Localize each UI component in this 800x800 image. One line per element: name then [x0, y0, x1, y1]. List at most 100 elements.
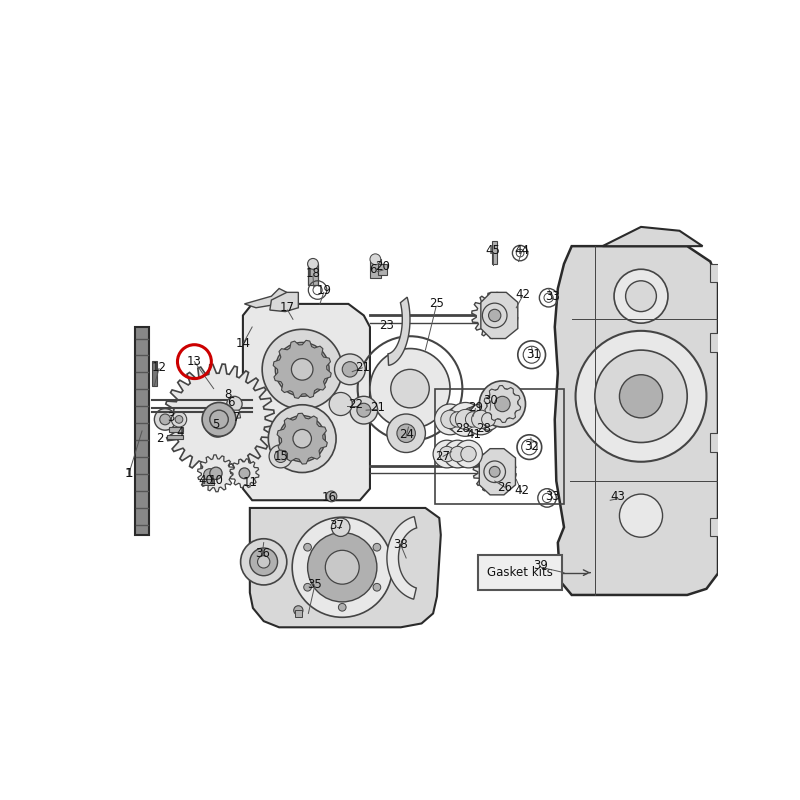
Polygon shape — [602, 227, 702, 246]
Circle shape — [210, 467, 222, 479]
Text: 6: 6 — [370, 262, 377, 276]
Text: 1: 1 — [125, 467, 133, 480]
Polygon shape — [479, 449, 515, 495]
Circle shape — [239, 468, 250, 478]
Bar — [492, 241, 497, 264]
Circle shape — [202, 402, 236, 436]
Text: 29: 29 — [468, 401, 483, 414]
Circle shape — [241, 538, 287, 585]
Circle shape — [338, 523, 346, 531]
Text: 25: 25 — [429, 298, 444, 310]
Circle shape — [488, 465, 502, 478]
Circle shape — [614, 270, 668, 323]
Circle shape — [466, 404, 496, 435]
Polygon shape — [277, 414, 327, 464]
Circle shape — [293, 430, 311, 448]
Circle shape — [370, 349, 450, 429]
Polygon shape — [270, 292, 298, 312]
Circle shape — [370, 254, 381, 265]
Polygon shape — [474, 450, 516, 494]
Circle shape — [461, 446, 476, 462]
Text: 42: 42 — [515, 288, 530, 301]
Circle shape — [326, 491, 337, 502]
Circle shape — [482, 303, 507, 328]
Circle shape — [160, 414, 170, 425]
Polygon shape — [230, 458, 259, 488]
Circle shape — [575, 331, 706, 462]
Text: 17: 17 — [280, 302, 295, 314]
Text: 19: 19 — [316, 284, 331, 298]
Text: 37: 37 — [330, 519, 344, 532]
Text: 32: 32 — [524, 440, 539, 453]
Circle shape — [390, 370, 430, 408]
Text: 43: 43 — [610, 490, 626, 503]
Circle shape — [154, 409, 176, 430]
Text: 13: 13 — [187, 355, 202, 368]
Circle shape — [304, 583, 311, 591]
Circle shape — [594, 350, 687, 442]
Text: 4: 4 — [177, 426, 184, 439]
Polygon shape — [245, 289, 287, 308]
Circle shape — [175, 415, 183, 423]
Text: 31: 31 — [526, 348, 541, 362]
Circle shape — [334, 354, 366, 385]
Text: 42: 42 — [514, 484, 529, 497]
Circle shape — [494, 396, 510, 412]
Circle shape — [171, 412, 186, 427]
Circle shape — [210, 410, 228, 429]
Polygon shape — [198, 455, 234, 492]
Text: 23: 23 — [379, 319, 394, 332]
Text: 36: 36 — [254, 547, 270, 560]
Text: 30: 30 — [483, 394, 498, 406]
Text: 15: 15 — [274, 450, 288, 463]
Circle shape — [350, 396, 378, 424]
Polygon shape — [484, 386, 521, 422]
Circle shape — [269, 445, 292, 468]
Circle shape — [258, 556, 270, 568]
Bar — [710, 434, 719, 452]
Text: 10: 10 — [209, 474, 223, 487]
Circle shape — [434, 404, 466, 435]
Bar — [370, 259, 381, 278]
Circle shape — [331, 518, 350, 537]
Circle shape — [478, 409, 499, 430]
Text: 18: 18 — [306, 266, 321, 280]
Bar — [169, 427, 183, 433]
Circle shape — [226, 396, 242, 412]
Circle shape — [304, 543, 311, 551]
Text: 16: 16 — [322, 491, 337, 505]
Circle shape — [446, 407, 470, 432]
Text: 7: 7 — [233, 411, 241, 424]
Text: 33: 33 — [545, 490, 560, 503]
Circle shape — [466, 412, 481, 427]
Text: 26: 26 — [498, 481, 512, 494]
Circle shape — [626, 281, 656, 312]
Circle shape — [461, 407, 486, 432]
Text: 8: 8 — [224, 388, 231, 402]
Text: 28: 28 — [455, 422, 470, 435]
Text: 27: 27 — [436, 450, 450, 463]
Text: 11: 11 — [243, 476, 258, 489]
Text: 21: 21 — [354, 361, 370, 374]
Polygon shape — [481, 292, 518, 338]
Circle shape — [455, 410, 475, 430]
Bar — [710, 333, 719, 352]
Polygon shape — [387, 517, 417, 599]
Circle shape — [338, 603, 346, 611]
Circle shape — [482, 413, 495, 426]
Polygon shape — [243, 304, 370, 500]
Text: 24: 24 — [398, 428, 414, 442]
Bar — [167, 435, 183, 439]
Circle shape — [326, 550, 359, 584]
Circle shape — [275, 342, 329, 396]
Circle shape — [204, 469, 216, 481]
Circle shape — [489, 310, 501, 322]
Text: 45: 45 — [486, 243, 501, 257]
Circle shape — [397, 424, 415, 442]
Circle shape — [294, 606, 303, 615]
Text: 6: 6 — [228, 396, 235, 409]
Text: 35: 35 — [307, 578, 322, 591]
Circle shape — [450, 446, 466, 462]
Text: 20: 20 — [376, 261, 390, 274]
Circle shape — [329, 393, 352, 415]
